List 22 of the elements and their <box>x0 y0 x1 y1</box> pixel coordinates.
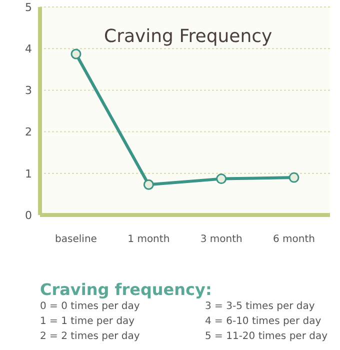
x-tick-label: baseline <box>55 234 97 246</box>
text: 5 = 11-20 times per day <box>205 330 328 344</box>
text: 0 = 0 times per day <box>40 300 141 314</box>
x-tick-label: 6 month <box>273 234 315 246</box>
y-tick-label: 5 <box>25 0 32 14</box>
x-tick-label: 1 month <box>128 234 170 246</box>
x-tick-label: 3 month <box>200 234 242 246</box>
y-tick-label: 4 <box>25 42 32 56</box>
point <box>143 179 154 190</box>
point <box>70 48 82 60</box>
y-tick-label: 0 <box>25 208 32 222</box>
text: 2 = 2 times per day <box>40 330 141 344</box>
point <box>288 172 300 183</box>
text: 3 = 3-5 times per day <box>205 300 316 314</box>
text: 4 = 6-10 times per day <box>205 315 322 329</box>
text: 1 = 1 time per day <box>40 315 136 329</box>
point <box>216 174 227 184</box>
text: Craving Frequency <box>104 26 272 47</box>
y-tick-label: 2 <box>25 126 32 139</box>
y-tick-label: 3 <box>25 84 32 98</box>
y-tick-label: 1 <box>25 167 32 180</box>
text: Craving frequency: <box>40 280 213 299</box>
